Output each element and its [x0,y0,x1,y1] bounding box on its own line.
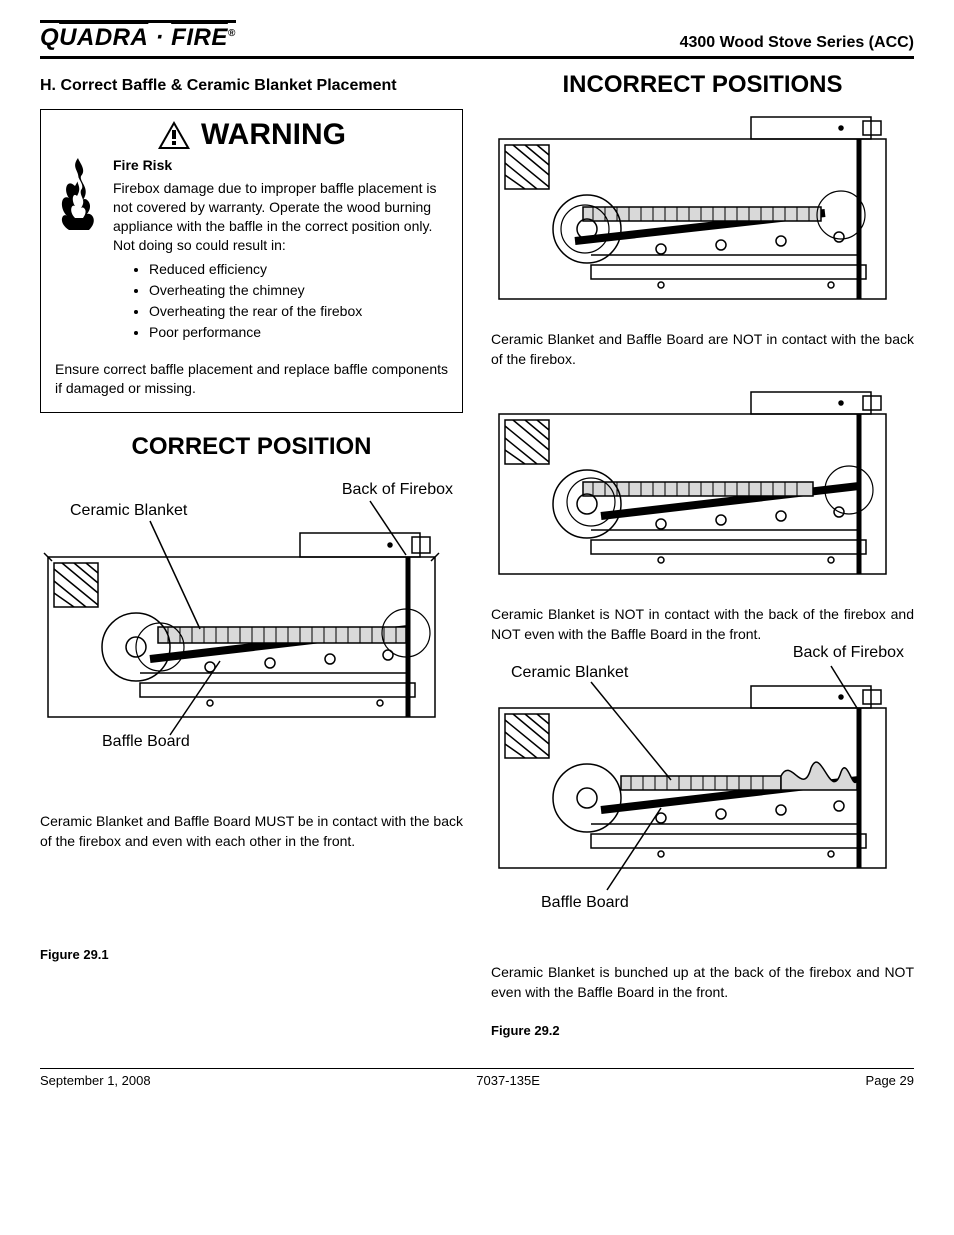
brand-text: Q [40,24,59,51]
warning-bullet: Overheating the chimney [149,281,448,300]
warning-title: WARNING [201,118,346,152]
label-ceramic-blanket: Ceramic Blanket [511,664,628,682]
incorrect-diagram-2 [491,390,914,590]
right-column: INCORRECT POSITIONS [491,109,914,1038]
label-baffle-board: Baffle Board [102,733,190,751]
warning-bullets: Reduced efficiency Overheating the chimn… [149,260,448,342]
incorrect-diagram-3: Ceramic Blanket Back of Firebox Baffle B… [491,664,914,954]
footer-page: Page 29 [866,1073,914,1088]
warning-bullet: Poor performance [149,323,448,342]
correct-diagram: Ceramic Blanket Back of Firebox Baffle B… [40,477,463,797]
left-column: WARNING Fire Risk Firebox damage due to … [40,109,463,1038]
alert-triangle-icon [157,120,191,150]
footer-docnum: 7037-135E [476,1073,540,1088]
incorrect-firebox-svg-3 [491,664,901,914]
warning-box: WARNING Fire Risk Firebox damage due to … [40,109,463,413]
incorrect-caption-2: Ceramic Blanket is NOT in contact with t… [491,604,914,645]
correct-heading: CORRECT POSITION [40,433,463,461]
incorrect-caption-3: Ceramic Blanket is bunched up at the bac… [491,962,914,1003]
warning-tail: Ensure correct baffle placement and repl… [41,360,462,412]
flame-icon [55,156,101,234]
brand-logo: QUADRA · FIRE® [40,20,236,52]
page-footer: September 1, 2008 7037-135E Page 29 [40,1069,914,1088]
warning-subhead: Fire Risk [113,156,448,175]
warning-para1: Firebox damage due to improper baffle pl… [113,180,436,234]
incorrect-heading: INCORRECT POSITIONS [491,71,914,99]
incorrect-diagram-1 [491,115,914,315]
incorrect-caption-1: Ceramic Blanket and Baffle Board are NOT… [491,329,914,370]
label-ceramic-blanket: Ceramic Blanket [70,502,187,520]
correct-caption: Ceramic Blanket and Baffle Board MUST be… [40,811,463,852]
warning-bullet: Overheating the rear of the firebox [149,302,448,321]
incorrect-firebox-svg-2 [491,390,901,590]
page-header: QUADRA · FIRE® 4300 Wood Stove Series (A… [40,20,914,59]
label-back-of-firebox: Back of Firebox [793,644,904,662]
label-baffle-board: Baffle Board [541,894,629,912]
warning-para2: Not doing so could result in: [113,237,286,253]
footer-date: September 1, 2008 [40,1073,151,1088]
figure-label-left: Figure 29.1 [40,947,463,962]
incorrect-firebox-svg-1 [491,115,901,315]
label-back-of-firebox: Back of Firebox [342,481,453,499]
figure-label-right: Figure 29.2 [491,1023,914,1038]
document-title: 4300 Wood Stove Series (ACC) [680,34,914,52]
warning-bullet: Reduced efficiency [149,260,448,279]
